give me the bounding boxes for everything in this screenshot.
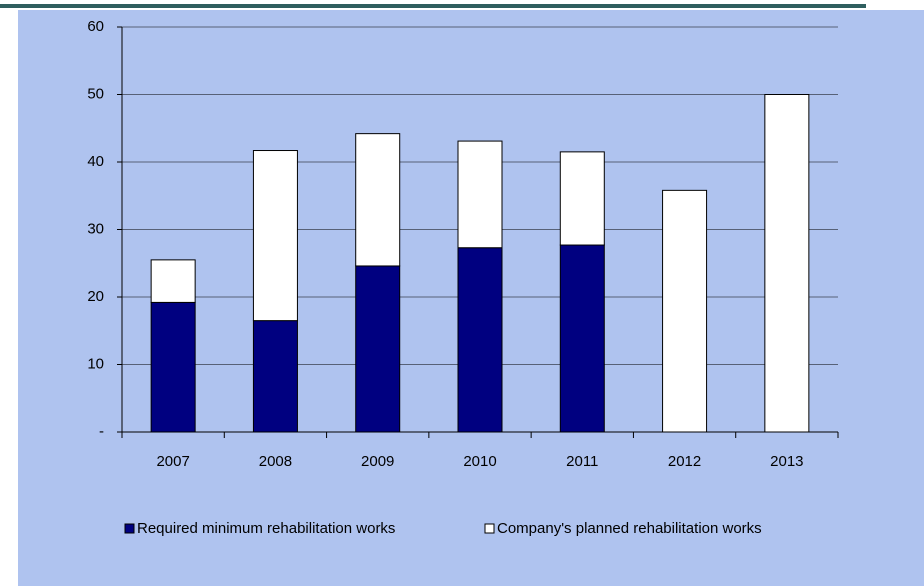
bar-segment <box>559 244 605 433</box>
x-tick-label: 2008 <box>259 453 292 470</box>
bar-segment <box>457 247 503 433</box>
bar-segment <box>355 133 401 267</box>
y-tick-label: 20 <box>87 288 104 305</box>
bar-segment <box>150 301 196 433</box>
legend-label: Company's planned rehabilitation works <box>497 520 762 537</box>
y-tick-label: 50 <box>87 85 104 102</box>
bar-segment <box>457 140 503 249</box>
legend-swatch <box>124 523 135 534</box>
y-tick-label: 10 <box>87 355 104 372</box>
x-tick-label: 2013 <box>770 453 803 470</box>
x-tick-label: 2010 <box>463 453 496 470</box>
y-tick-label: 30 <box>87 220 104 237</box>
bar-segment <box>559 151 605 246</box>
bar-segment <box>662 189 708 433</box>
y-tick-label: 60 <box>87 18 104 35</box>
bar-segment <box>764 94 810 433</box>
bar-segment <box>150 259 196 303</box>
bar-segment <box>252 320 298 433</box>
legend-label: Required minimum rehabilitation works <box>137 520 395 537</box>
header-rule <box>0 4 866 8</box>
legend-swatch <box>484 523 495 534</box>
x-tick-label: 2007 <box>156 453 189 470</box>
bar-segment <box>252 150 298 322</box>
x-tick-label: 2009 <box>361 453 394 470</box>
y-tick-label: - <box>99 423 104 440</box>
bar-segment <box>355 265 401 433</box>
x-tick-label: 2012 <box>668 453 701 470</box>
y-tick-label: 40 <box>87 153 104 170</box>
x-tick-label: 2011 <box>566 453 598 470</box>
